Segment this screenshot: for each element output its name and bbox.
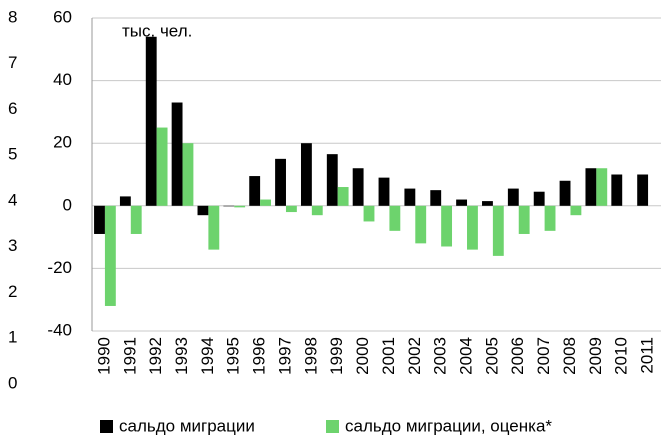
bar	[208, 205, 220, 250]
y-tick-label: 0	[63, 195, 72, 214]
bar	[570, 205, 582, 216]
x-tick-label: 2007	[534, 337, 553, 375]
y2-tick-label: 1	[8, 328, 17, 347]
bar	[300, 143, 312, 206]
legend-swatch	[326, 420, 339, 433]
bar	[389, 205, 401, 231]
bar	[559, 180, 571, 206]
bar	[171, 102, 183, 206]
bar	[518, 205, 530, 234]
bar	[637, 174, 649, 206]
x-tick-label: 1990	[94, 337, 113, 375]
bar	[533, 191, 545, 206]
y-tick-label: -20	[47, 258, 72, 277]
bar	[275, 158, 286, 206]
x-tick-label: 1998	[301, 337, 320, 375]
legend-label: сальдо миграции, оценка*	[345, 416, 552, 435]
bar	[249, 176, 261, 206]
bar	[378, 177, 390, 206]
x-tick-label: 2004	[457, 337, 476, 375]
bar	[507, 188, 519, 206]
bars	[94, 36, 649, 306]
bar	[611, 174, 623, 206]
x-tick-label: 2001	[379, 337, 398, 375]
bar	[467, 205, 478, 250]
x-tick-label: 1995	[224, 337, 243, 375]
y2-tick-label: 2	[8, 282, 17, 301]
bar	[585, 168, 597, 206]
y2-tick-label: 7	[8, 53, 17, 72]
bar	[197, 205, 209, 216]
bar	[182, 143, 194, 206]
bar	[404, 188, 416, 206]
annotation: тыс. чел.	[122, 21, 192, 40]
bar	[363, 205, 375, 222]
bar	[326, 154, 338, 206]
x-tick-label: 2005	[482, 337, 501, 375]
x-tick-label: 2008	[560, 337, 579, 375]
y2-tick-label: 8	[8, 7, 17, 26]
x-tick-label: 1994	[198, 337, 217, 375]
bar	[119, 196, 131, 206]
y2-tick-label: 3	[8, 236, 17, 255]
y2-tick-label: 5	[8, 145, 17, 164]
bar	[482, 201, 493, 206]
x-tick-label: 2003	[431, 337, 450, 375]
bar	[337, 187, 349, 206]
x-tick-label: 2010	[612, 337, 631, 375]
y-tick-label: 60	[53, 7, 72, 26]
x-tick-label: 2011	[638, 337, 657, 374]
bar	[223, 205, 235, 207]
x-tick-label: 2006	[508, 337, 527, 375]
bar	[285, 205, 297, 213]
bar	[352, 168, 364, 206]
x-tick-label: 2002	[405, 337, 424, 375]
bar	[130, 205, 142, 234]
x-tick-label: 1997	[275, 337, 294, 375]
bar	[430, 190, 442, 206]
x-tick-label: 1991	[120, 337, 139, 375]
x-tick-label: 1992	[146, 337, 165, 375]
x-tick-label: 1993	[172, 337, 191, 375]
bar	[260, 199, 271, 206]
x-tick-label: 1996	[250, 337, 269, 375]
bar	[311, 205, 323, 216]
bar	[441, 205, 453, 247]
bar	[492, 205, 504, 256]
y2-tick-label: 4	[8, 190, 17, 209]
y2-tick-label: 0	[8, 373, 17, 392]
bar	[234, 205, 246, 208]
y-tick-label: -40	[47, 320, 72, 339]
bar	[94, 205, 105, 234]
bar	[596, 168, 608, 206]
x-tick-label: 2000	[353, 337, 372, 375]
x-tick-label: 2009	[586, 337, 605, 375]
y-tick-label: 40	[53, 70, 72, 89]
bar	[156, 127, 168, 206]
legend-label: сальдо миграции	[119, 416, 255, 435]
bar	[456, 199, 468, 206]
y-tick-label: 20	[53, 133, 72, 152]
y2-tick-label: 6	[8, 99, 17, 118]
bar	[145, 36, 157, 206]
bar	[104, 205, 116, 306]
x-tick-label: 1999	[327, 337, 346, 375]
bar	[544, 205, 556, 231]
bar	[415, 205, 427, 244]
legend-swatch	[100, 420, 113, 433]
